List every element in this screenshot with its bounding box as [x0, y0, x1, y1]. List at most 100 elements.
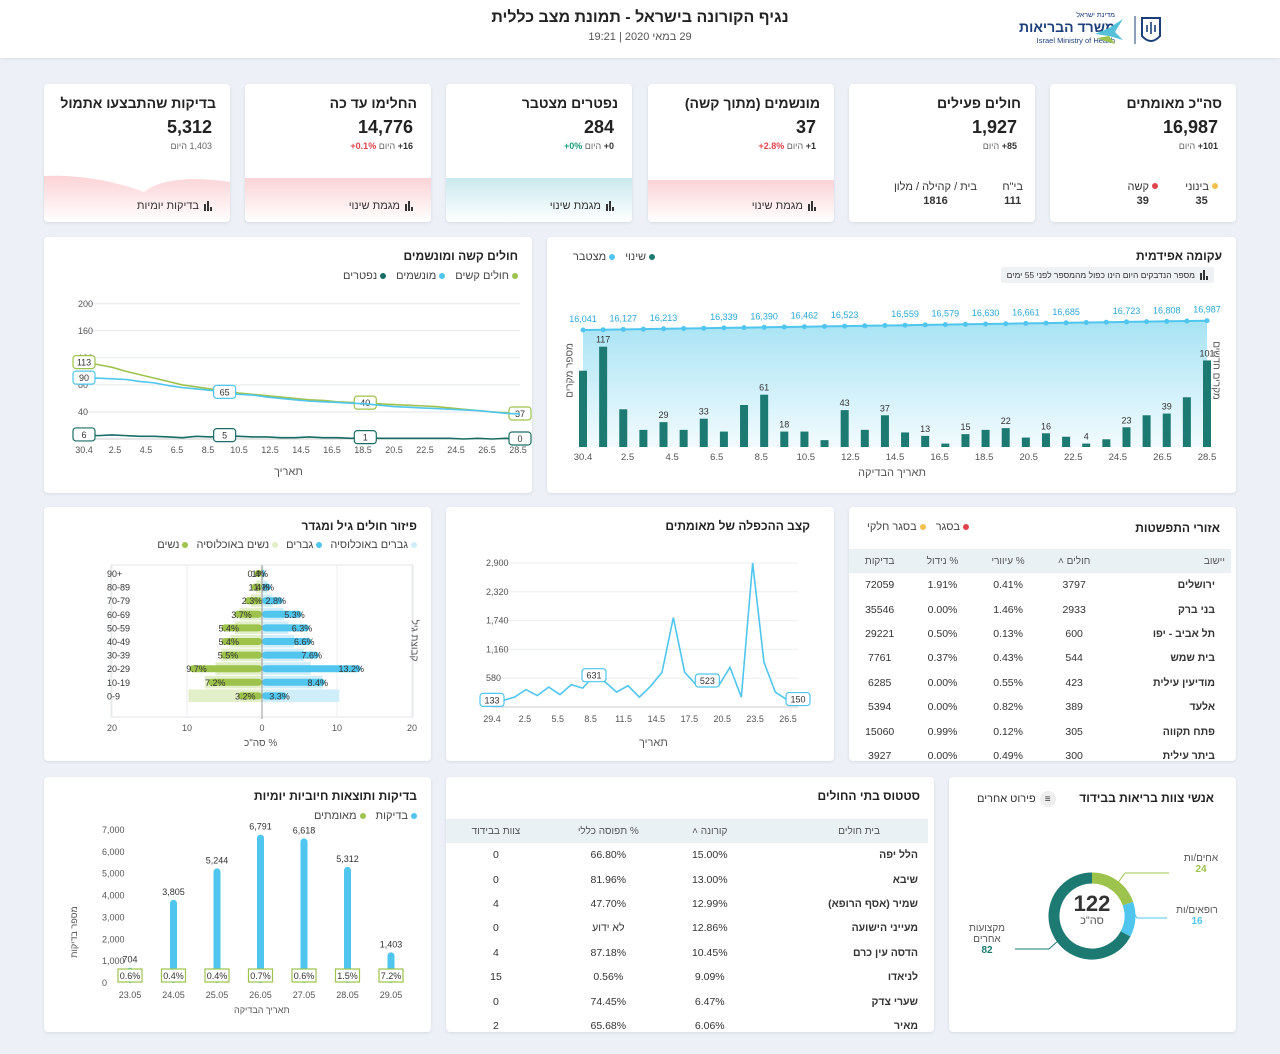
col-header[interactable]: % עיוורי: [974, 549, 1042, 573]
age-group-label: 40-49: [107, 637, 130, 647]
kpi-active-card[interactable]: חולים פעילים 1,927 +85 היום בי"ח 111 בית …: [849, 84, 1035, 222]
regions-table: יישוב חולים ˄ % עיוורי % נידול בדיקות יר…: [849, 549, 1231, 761]
col-header[interactable]: בדיקות: [849, 549, 911, 573]
y-tick-label: 580: [486, 673, 501, 683]
table-cell: 0.00%: [927, 749, 958, 761]
bar-label: 101: [1199, 348, 1214, 358]
col-header[interactable]: % תפוסה כללי: [546, 819, 670, 843]
pct-label: 1.5%: [337, 971, 358, 981]
cumulative-point: [721, 325, 727, 331]
table-cell: 15060: [865, 725, 895, 738]
kpi-split-home: בית / קהילה / מלון 1816: [893, 181, 977, 207]
x-tick-label: 26.5: [779, 714, 797, 724]
table-row[interactable]: תל אביב - יפו 600 0.13% 0.50% 29221: [849, 622, 1231, 646]
sparkline: [648, 180, 834, 222]
trend-button[interactable]: מגמת שינוי: [752, 200, 816, 212]
table-cell: ירושלים: [1177, 579, 1215, 592]
new-cases-bar: [941, 443, 950, 447]
cumulative-label: 16,685: [1052, 307, 1080, 317]
serious-ventilated-panel: חולים קשה ומונשמים חולים קשים מונשמים נפ…: [44, 237, 532, 493]
col-header[interactable]: חולים ˄: [1041, 549, 1107, 573]
dot-icon: [512, 273, 518, 279]
header: נגיף הקורונה בישראל - תמונת מצב כללית 19…: [0, 0, 1280, 58]
cumulative-label: 16,987: [1193, 305, 1221, 315]
kpi-confirmed-card[interactable]: סה"כ מאומתים 16,987 +101 היום בינוני 35 …: [1050, 84, 1236, 222]
cumulative-label: 16,523: [831, 310, 859, 320]
point-label: 133: [484, 695, 499, 705]
kpi-ventilated-card[interactable]: מונשמים (מתוך קשה) 37 +1 היום +2.8% מגמת…: [648, 84, 834, 222]
ministry-logo[interactable]: מדינת ישראל משרד הבריאות Israel Ministry…: [1005, 12, 1165, 48]
table-row[interactable]: פתח תקווה 305 0.12% 0.99% 15060: [849, 719, 1231, 743]
table-row[interactable]: שערי צדק 6.47% 74.45% 0: [446, 989, 928, 1013]
y-tick-label: 200: [78, 299, 93, 309]
table-row[interactable]: שמיר (אסף הרופא) 12.99% 47.70% 4: [446, 892, 928, 916]
x-tick-label: 18.5: [354, 445, 372, 455]
connector-line: [1015, 939, 1060, 950]
kpi-recovered-card[interactable]: החלימו עד כה 14,776 +16 היום +0.1% מגמת …: [245, 84, 431, 222]
new-cases-bar: [800, 431, 809, 447]
cumulative-point: [640, 326, 646, 332]
point-label: 65: [220, 387, 230, 397]
bar-label: 43: [840, 398, 850, 408]
dot-icon: [316, 542, 323, 548]
kpi-deceased-card[interactable]: נפטרים מצטבר 284 +0 היום +0% מגמת שינוי: [446, 84, 632, 222]
table-row[interactable]: מאיר 6.06% 65.68% 2: [446, 1014, 928, 1032]
table-row[interactable]: אלעד 389 0.82% 0.00% 5394: [849, 695, 1231, 719]
table-row[interactable]: הדסה עין כרם 10.45% 87.18% 4: [446, 941, 928, 965]
trend-button[interactable]: מגמת שינוי: [550, 200, 614, 212]
col-header[interactable]: בית חולים: [749, 819, 928, 843]
x-tick-label: 8.5: [584, 714, 597, 724]
table-row[interactable]: בני ברק 2933 1.46% 0.00% 35546: [849, 597, 1231, 621]
men-pct-label: 8.4%: [307, 678, 328, 688]
doubling-line: [492, 562, 798, 702]
new-cases-bar: [981, 429, 990, 447]
col-header[interactable]: יישוב: [1106, 549, 1231, 573]
trend-button[interactable]: מגמת שינוי: [349, 200, 413, 212]
pct-label: 0.6%: [120, 971, 141, 981]
dot-icon: [411, 542, 417, 548]
cumulative-label: 16,127: [609, 313, 637, 323]
col-header[interactable]: צוות בבידוד: [446, 819, 547, 843]
col-header[interactable]: קורונה ˄: [669, 819, 750, 843]
table-row[interactable]: הלל יפה 15.00% 66.80% 0: [446, 843, 928, 867]
doubling-note: מספר הנדבקים היום הינו כפול מהמספר לפני …: [1000, 267, 1214, 283]
dot-icon: [963, 524, 970, 530]
cumulative-point: [902, 322, 908, 328]
men-pct-label: 13.2%: [338, 664, 364, 674]
men-pct-label: 5.3%: [284, 610, 305, 620]
x-tick-label: 26.5: [478, 445, 496, 455]
daily-tests-button[interactable]: בדיקות יומיות: [137, 200, 212, 212]
table-row[interactable]: מעייני הישועה 12.86% לא ידוע 0: [446, 916, 928, 940]
x-tick-label: 2.5: [519, 714, 532, 724]
legend-change: שינוי: [625, 251, 656, 263]
table-row[interactable]: לניאדו 9.09% 0.56% 15: [446, 965, 928, 989]
table-row[interactable]: ירושלים 3797 0.41% 1.91% 72059: [849, 573, 1231, 597]
table-cell: 12.86%: [691, 922, 728, 935]
table-row[interactable]: מודיעין עילית 423 0.55% 0.00% 6285: [849, 671, 1231, 695]
series-line: [83, 361, 521, 415]
bar-label: 37: [880, 403, 890, 413]
pct-label: 7.2%: [381, 971, 402, 981]
kpi-tests-card[interactable]: בדיקות שהתבצעו אתמול 5,312 1,403 היום בד…: [44, 84, 230, 222]
table-cell: הלל יפה: [879, 849, 918, 862]
table-cell: בני ברק: [1178, 603, 1215, 616]
x-tick-label: 30.4: [574, 452, 593, 463]
cumulative-line: [582, 319, 1208, 331]
cumulative-point: [761, 324, 767, 330]
men-pct-label: 6.3%: [292, 623, 313, 633]
table-row[interactable]: בית שמש 544 0.43% 0.37% 7761: [849, 646, 1231, 670]
new-cases-bar: [1062, 436, 1071, 447]
cumulative-label: 16,630: [972, 308, 1000, 318]
table-cell: 0.99%: [927, 725, 958, 738]
men-bar: [262, 570, 265, 577]
table-row[interactable]: שיבא 13.00% 81.96% 0: [446, 867, 928, 891]
table-row[interactable]: ביתר עילית 300 0.49% 0.00% 3927: [849, 744, 1231, 761]
x-tick-label: 10: [182, 723, 192, 733]
bar-label: 117: [596, 335, 610, 345]
col-header[interactable]: % נידול: [910, 549, 975, 573]
legend-men: גברים: [286, 539, 323, 551]
point-label: 523: [700, 676, 715, 686]
series-line: [83, 434, 521, 440]
other-details-button[interactable]: ≡ פירוט אחרים: [977, 791, 1056, 807]
page-title: נגיף הקורונה בישראל - תמונת מצב כללית: [491, 9, 789, 26]
